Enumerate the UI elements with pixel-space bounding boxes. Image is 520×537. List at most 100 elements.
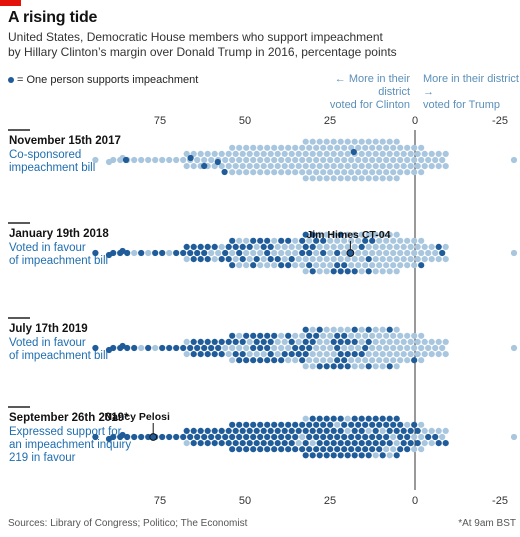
support-dot <box>306 421 313 428</box>
member-dot <box>365 150 372 157</box>
member-dot <box>334 144 341 151</box>
member-dot <box>344 163 351 170</box>
member-dot <box>414 256 421 263</box>
member-dot <box>316 150 323 157</box>
member-dot <box>383 156 390 164</box>
support-dot <box>299 344 306 352</box>
support-dot <box>362 446 369 453</box>
member-dot <box>404 156 411 164</box>
member-dot <box>390 156 397 164</box>
support-dot <box>299 237 306 244</box>
member-dot <box>323 150 330 157</box>
support-dot <box>306 344 313 352</box>
member-dot <box>390 446 397 453</box>
member-dot <box>362 169 369 176</box>
member-dot <box>386 243 393 250</box>
support-dot <box>281 440 288 447</box>
support-dot <box>271 433 278 441</box>
support-dot <box>159 249 166 257</box>
support-dot <box>173 249 180 257</box>
member-dot <box>414 338 421 345</box>
member-dot <box>271 249 278 257</box>
member-dot <box>180 156 187 164</box>
member-dot <box>316 231 323 238</box>
member-dot <box>285 344 292 352</box>
member-dot <box>376 237 383 244</box>
member-dot <box>306 144 313 151</box>
member-dot <box>376 249 383 257</box>
support-dot <box>334 446 341 453</box>
member-dot <box>414 150 421 157</box>
member-dot <box>428 338 435 345</box>
support-dot <box>271 446 278 453</box>
member-dot <box>390 169 397 176</box>
member-dot <box>302 256 309 263</box>
member-dot <box>334 156 341 164</box>
support-dot <box>351 326 358 333</box>
member-dot <box>316 138 323 145</box>
member-dot <box>341 144 348 151</box>
member-dot <box>271 169 278 176</box>
support-dot <box>302 440 309 447</box>
member-dot <box>418 237 425 244</box>
member-dot <box>327 262 334 269</box>
support-dot <box>173 433 180 441</box>
support-dot <box>250 433 257 441</box>
panel-date: September 26th 2019* <box>9 412 129 424</box>
member-dot <box>302 163 309 170</box>
legend-label: = One person supports impeachment <box>17 74 199 86</box>
member-dot <box>253 243 260 250</box>
support-dot <box>295 351 302 358</box>
member-dot <box>386 268 393 275</box>
member-dot <box>400 256 407 263</box>
support-dot <box>239 427 246 434</box>
support-dot <box>229 421 236 428</box>
support-dot <box>225 338 232 345</box>
support-dot <box>225 440 232 447</box>
support-dot <box>239 256 246 263</box>
member-dot <box>411 446 418 453</box>
member-dot <box>323 175 330 182</box>
member-dot <box>330 150 337 157</box>
support-dot <box>218 440 225 447</box>
member-dot <box>393 256 400 263</box>
support-dot <box>351 440 358 447</box>
support-dot <box>425 433 432 441</box>
member-dot <box>421 427 428 434</box>
support-dot <box>201 433 208 441</box>
support-dot <box>334 262 341 269</box>
member-dot <box>411 332 418 339</box>
support-dot <box>253 338 260 345</box>
member-dot <box>323 243 330 250</box>
support-dot <box>435 243 442 250</box>
support-dot <box>243 433 250 441</box>
member-dot <box>264 156 271 164</box>
member-dot <box>239 150 246 157</box>
support-dot <box>285 237 292 244</box>
member-dot <box>295 150 302 157</box>
member-dot <box>432 344 439 352</box>
member-dot <box>159 156 166 164</box>
member-dot <box>421 338 428 345</box>
support-dot <box>365 452 372 459</box>
member-dot <box>250 169 257 176</box>
support-dot <box>365 268 372 275</box>
support-dot <box>309 452 316 459</box>
support-dot <box>341 357 348 364</box>
member-dot <box>404 332 411 339</box>
support-dot <box>225 256 232 263</box>
member-dot <box>243 156 250 164</box>
member-dot <box>330 175 337 182</box>
member-dot <box>411 249 418 257</box>
member-dot <box>225 150 232 157</box>
member-dot <box>358 268 365 275</box>
member-dot <box>341 169 348 176</box>
member-dot <box>316 351 323 358</box>
member-dot <box>264 262 271 269</box>
member-dot <box>376 169 383 176</box>
support-dot <box>302 231 309 238</box>
member-dot <box>337 150 344 157</box>
member-dot <box>253 351 260 358</box>
support-dot <box>267 338 274 345</box>
member-dot <box>372 452 379 459</box>
